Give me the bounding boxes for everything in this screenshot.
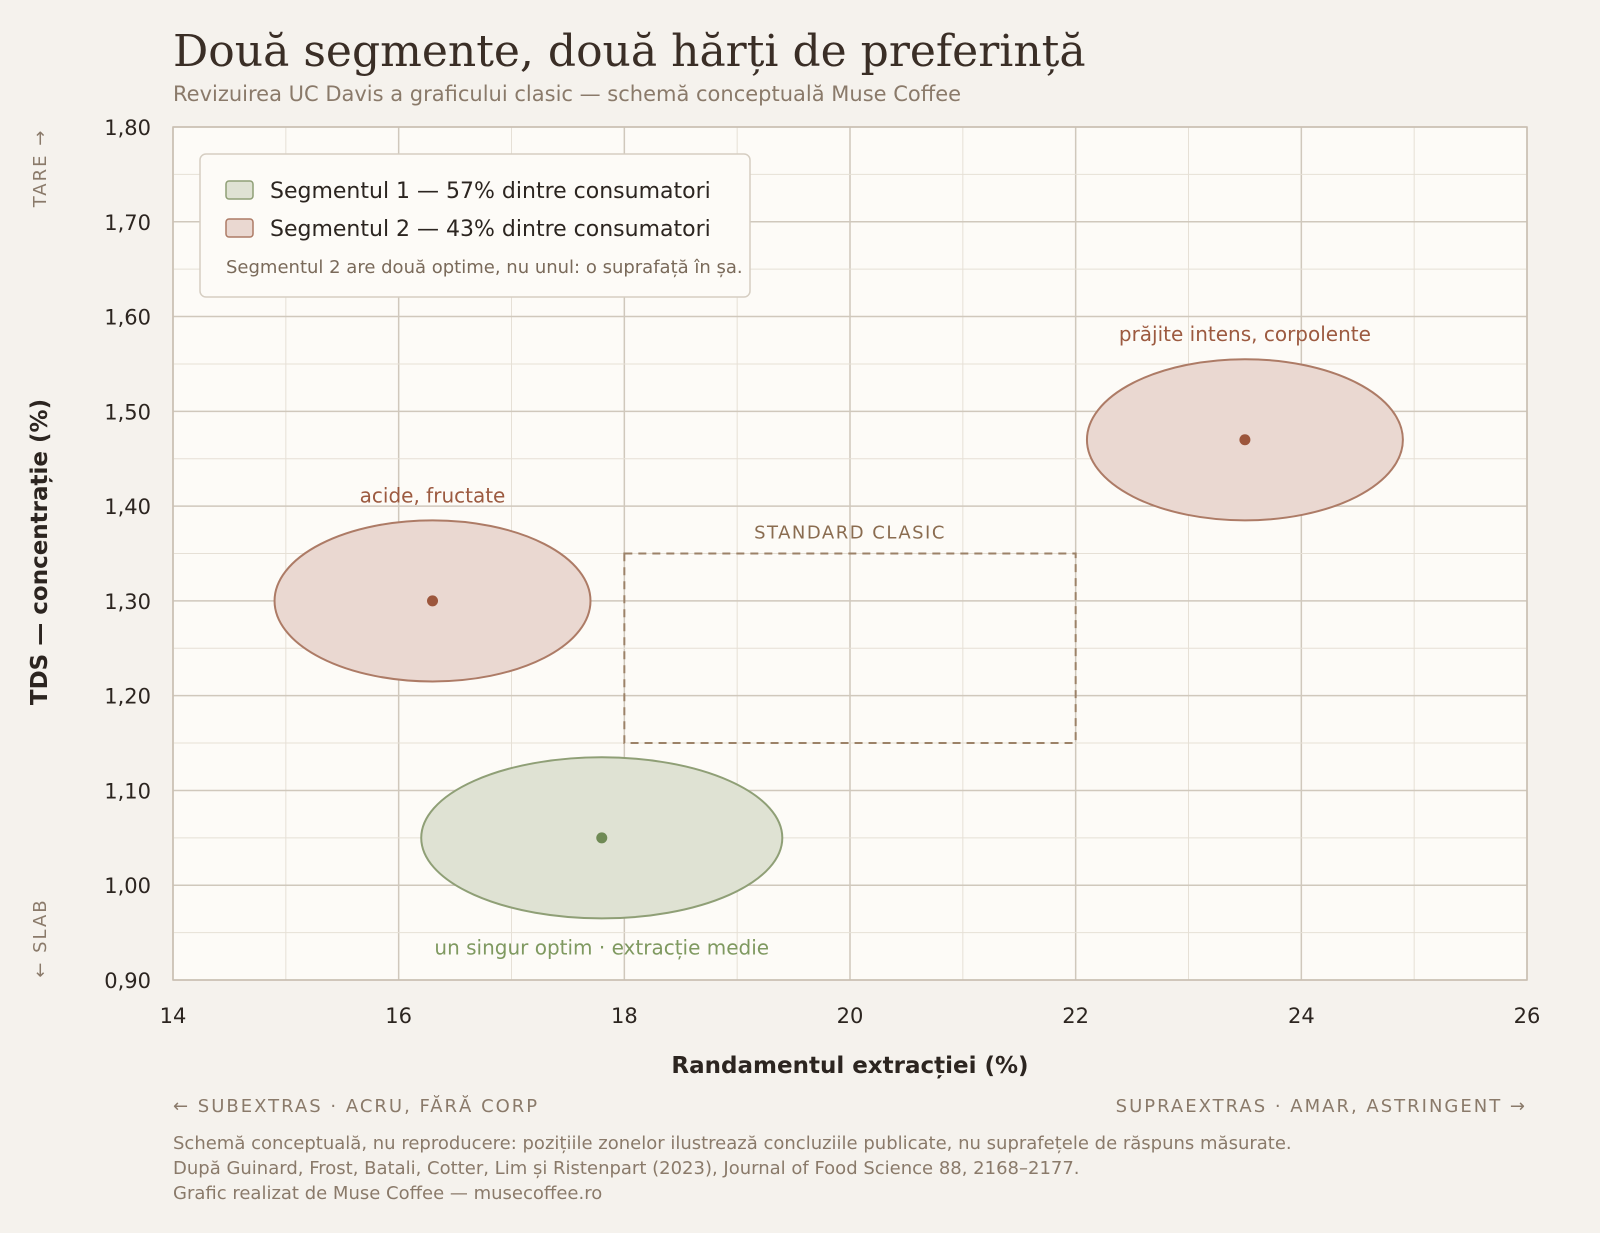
chart-title: Două segmente, două hărți de preferință (173, 26, 1086, 77)
y-tick-label: 1,80 (104, 116, 151, 140)
segment-2-optimum-point (427, 595, 439, 607)
y-axis-title: TDS — concentrație (%) (27, 399, 53, 705)
x-axis-ticks: 14 16 18 20 22 24 26 (160, 1004, 1541, 1028)
y-tick-label: 1,70 (104, 211, 151, 235)
segment-2-optimum-point (1239, 434, 1251, 446)
segment-1-optimum-point (596, 832, 608, 844)
y-axis-ticks: 0,90 1,00 1,10 1,20 1,30 1,40 1,50 1,60 1,70 1,80 (104, 116, 151, 993)
x-axis-right-note: SUPRAEXTRAS · AMAR, ASTRINGENT → (1116, 1096, 1527, 1117)
x-tick-label: 16 (385, 1004, 412, 1028)
segment-2-zone-label: prăjite intens, corpolente (1119, 322, 1371, 346)
legend: Segmentul 1 — 57% dintre consumatori Seg… (199, 153, 751, 298)
y-tick-label: 0,90 (104, 969, 151, 993)
x-tick-label: 26 (1514, 1004, 1541, 1028)
y-tick-label: 1,40 (104, 495, 151, 519)
standard-classic-box (623, 552, 1077, 745)
y-axis-bottom-note: ← SLAB (30, 898, 51, 977)
y-tick-label: 1,20 (104, 685, 151, 709)
x-tick-label: 24 (1288, 1004, 1315, 1028)
legend-swatch-segment-2 (225, 218, 254, 238)
x-tick-label: 18 (611, 1004, 638, 1028)
x-tick-label: 22 (1062, 1004, 1089, 1028)
x-axis-left-note: ← SUBEXTRAS · ACRU, FĂRĂ CORP (173, 1095, 539, 1117)
x-tick-label: 14 (160, 1004, 187, 1028)
y-tick-label: 1,10 (104, 779, 151, 803)
standard-classic-label: STANDARD CLASIC (754, 523, 946, 544)
footer-source: După Guinard, Frost, Batali, Cotter, Lim… (173, 1158, 1080, 1179)
chart-subtitle: Revizuirea UC Davis a graficului clasic … (173, 82, 961, 106)
y-tick-label: 1,60 (104, 306, 151, 330)
legend-label-segment-1: Segmentul 1 — 57% dintre consumatori (270, 179, 711, 204)
preference-zones: STANDARD CLASIC un singur optim · extracț… (273, 322, 1404, 959)
footer-credit: Grafic realizat de Muse Coffee — musecof… (173, 1183, 602, 1204)
x-tick-label: 20 (837, 1004, 864, 1028)
y-tick-label: 1,00 (104, 874, 151, 898)
segment-2-zone-label: acide, fructate (360, 483, 506, 507)
y-tick-label: 1,50 (104, 400, 151, 424)
footer-disclaimer: Schemă conceptuală, nu reproducere: pozi… (173, 1133, 1292, 1154)
y-axis-top-note: TARE → (30, 129, 51, 209)
legend-note: Segmentul 2 are două optime, nu unul: o … (226, 257, 743, 278)
plot-border (172, 126, 1528, 981)
x-axis-title: Randamentul extracției (%) (671, 1053, 1028, 1079)
legend-label-segment-2: Segmentul 2 — 43% dintre consumatori (270, 217, 711, 242)
legend-swatch-segment-1 (225, 180, 254, 200)
segment-1-zone-label: un singur optim · extracție medie (434, 935, 769, 959)
legend-box (199, 153, 751, 298)
y-tick-label: 1,30 (104, 590, 151, 614)
